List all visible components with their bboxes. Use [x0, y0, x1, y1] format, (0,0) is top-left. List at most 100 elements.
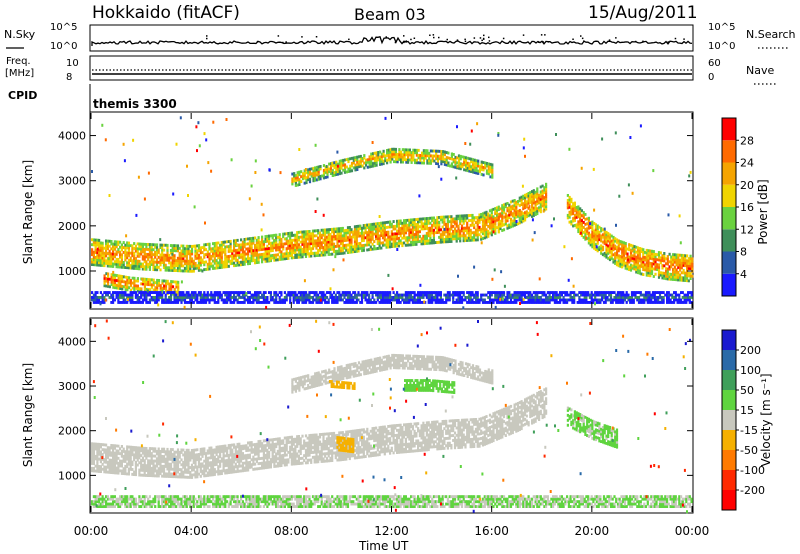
heat-cell — [224, 245, 227, 249]
heat-cell — [509, 207, 513, 211]
heat-cell — [282, 301, 285, 304]
heat-cell — [275, 291, 278, 294]
heat-cell — [133, 256, 136, 260]
heat-cell — [266, 296, 269, 299]
heat-cell — [667, 296, 670, 299]
heat-cell — [362, 234, 365, 237]
heat-cell — [403, 219, 406, 223]
heat-cell — [429, 241, 432, 245]
heat-cell — [552, 296, 555, 299]
heat-cell — [276, 245, 279, 249]
heat-cell — [630, 301, 634, 304]
heat-cell — [150, 285, 153, 289]
heat-cell — [126, 263, 129, 267]
heat-cell — [252, 259, 255, 262]
heat-cell — [131, 261, 134, 265]
heat-cell — [119, 284, 122, 288]
heat-cell — [488, 301, 492, 304]
heat-cell — [298, 180, 301, 184]
heat-cell — [659, 261, 662, 265]
heat-cell — [454, 155, 457, 159]
heat-cell — [573, 204, 576, 207]
heat-cell — [450, 157, 453, 161]
heat-cell — [370, 160, 373, 163]
heat-cell — [94, 263, 97, 267]
heat-cell — [94, 243, 97, 247]
heat-cell — [213, 259, 216, 263]
heat-cell — [261, 240, 264, 244]
heat-cell — [168, 285, 171, 288]
heat-cell — [663, 254, 666, 258]
heat-cell — [366, 160, 369, 164]
heat-cell — [652, 255, 655, 258]
heat-cell — [641, 298, 644, 302]
heat-cell — [91, 260, 94, 264]
heat-cell — [680, 263, 683, 267]
heat-cell — [349, 157, 352, 161]
heat-cell — [520, 215, 523, 219]
heat-cell — [138, 245, 141, 248]
heat-cell — [136, 277, 139, 280]
heat-cell — [247, 252, 250, 256]
heat-cell — [674, 296, 677, 299]
heat-cell — [106, 242, 109, 246]
heat-cell — [291, 182, 294, 186]
heat-cell — [187, 244, 190, 248]
heat-cell — [682, 264, 685, 267]
heat-cell — [106, 293, 109, 297]
heat-cell — [572, 219, 575, 223]
heat-cell — [136, 298, 139, 302]
heat-cell — [475, 159, 478, 163]
heat-cell — [224, 293, 227, 297]
heat-cell — [164, 287, 168, 290]
heat-cell — [487, 232, 490, 236]
heat-cell — [529, 201, 532, 204]
heat-cell — [115, 279, 118, 282]
heat-cell — [515, 293, 518, 297]
heat-cell — [640, 262, 643, 266]
heat-cell — [413, 220, 416, 224]
heat-cell — [373, 159, 376, 163]
heat-cell — [682, 259, 685, 262]
heat-cell — [143, 247, 146, 251]
heat-cell — [112, 283, 115, 287]
heat-cell — [422, 293, 425, 297]
heat-cell — [166, 246, 169, 250]
heat-cell — [311, 232, 315, 235]
heat-cell — [320, 228, 323, 232]
heat-cell — [245, 260, 248, 263]
nsearch-point — [547, 41, 550, 43]
heat-cell — [136, 296, 139, 299]
heat-cell — [152, 281, 155, 284]
heat-cell — [357, 249, 360, 253]
heat-cell — [637, 291, 641, 294]
heat-cell — [673, 253, 676, 257]
heat-cell — [460, 229, 464, 233]
heat-cell — [621, 260, 624, 264]
heat-cell — [674, 298, 677, 302]
heat-cell — [401, 153, 404, 157]
heat-cell — [217, 241, 220, 245]
heat-cell — [467, 231, 471, 235]
heat-cell — [355, 237, 358, 241]
heat-cell — [392, 296, 395, 299]
heat-cell — [491, 173, 494, 177]
heat-cell — [584, 227, 587, 231]
heat-cell — [376, 227, 379, 231]
heat-cell — [446, 237, 449, 241]
heat-cell — [375, 158, 378, 162]
heat-cell — [289, 244, 292, 248]
heat-cell — [608, 255, 612, 259]
heat-cell — [541, 192, 544, 195]
heat-cell — [438, 225, 441, 229]
heat-cell — [148, 248, 151, 251]
heat-cell — [201, 298, 204, 302]
heat-cell — [233, 256, 236, 260]
heat-cell — [473, 223, 476, 227]
heat-cell — [436, 154, 439, 158]
heat-cell — [460, 226, 464, 230]
heat-cell — [233, 244, 236, 248]
heat-cell — [154, 268, 157, 272]
heat-cell — [176, 261, 180, 265]
heat-cell — [257, 293, 260, 297]
